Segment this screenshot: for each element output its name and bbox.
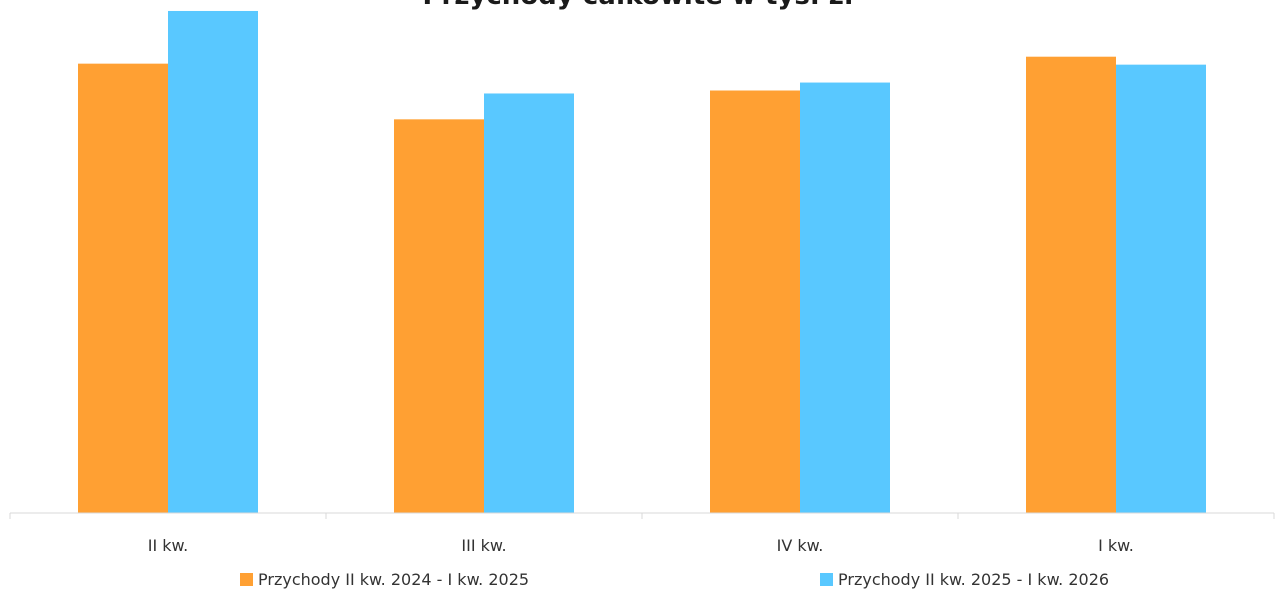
- legend: Przychody II kw. 2024 - I kw. 2025 Przych…: [240, 570, 1109, 589]
- bar-series2-2: [484, 93, 574, 513]
- legend-swatch-series2: [820, 573, 833, 586]
- x-tick-label: I kw.: [1098, 536, 1134, 555]
- legend-label-series1: Przychody II kw. 2024 - I kw. 2025: [258, 570, 529, 589]
- x-tick-label: IV kw.: [777, 536, 824, 555]
- bars-group: [78, 10, 1206, 514]
- bar-series1-2: [394, 119, 484, 514]
- chart-title: Przychody całkowite w tys. zł: [422, 0, 854, 11]
- x-tick-label: II kw.: [148, 536, 189, 555]
- bar-series1-4: [1026, 56, 1116, 513]
- bar-series2-1: [168, 10, 258, 514]
- bar-series2-4: [1116, 64, 1206, 513]
- bar-series1-1: [78, 63, 168, 514]
- legend-label-series2: Przychody II kw. 2025 - I kw. 2026: [838, 570, 1109, 589]
- legend-swatch-series1: [240, 573, 253, 586]
- x-axis-ticks: [9, 513, 1275, 519]
- bar-series2-3: [800, 82, 890, 513]
- x-tick-label: III kw.: [461, 536, 506, 555]
- bar-series1-3: [710, 90, 800, 513]
- x-axis-labels: II kw. III kw. IV kw. I kw.: [148, 536, 1134, 555]
